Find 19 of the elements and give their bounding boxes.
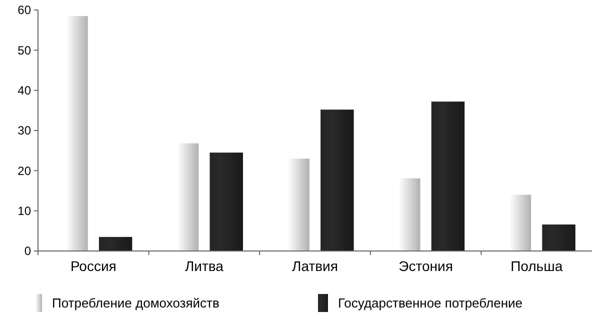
y-tick-label: 60: [18, 3, 32, 18]
x-tick-label: Эстония: [398, 258, 453, 274]
bar: [431, 102, 465, 251]
y-tick-label: 10: [18, 204, 32, 218]
bar: [98, 236, 132, 251]
legend-label: Государственное потребление: [338, 296, 522, 311]
y-tick-label: 40: [18, 84, 32, 98]
y-tick-label: 30: [18, 124, 32, 138]
x-tick-label: Польша: [510, 258, 563, 274]
y-tick-label: 0: [24, 244, 32, 258]
x-tick-label: Россия: [70, 258, 116, 274]
bar: [210, 152, 243, 251]
y-tick-label: 20: [18, 164, 32, 178]
x-tick-label: Латвия: [292, 258, 338, 274]
legend-label: Потребление домохозяйств: [52, 296, 220, 311]
bar: [320, 110, 354, 251]
x-tick-label: Литва: [184, 258, 224, 274]
y-tick-label: 50: [18, 43, 32, 58]
bar: [542, 224, 576, 251]
